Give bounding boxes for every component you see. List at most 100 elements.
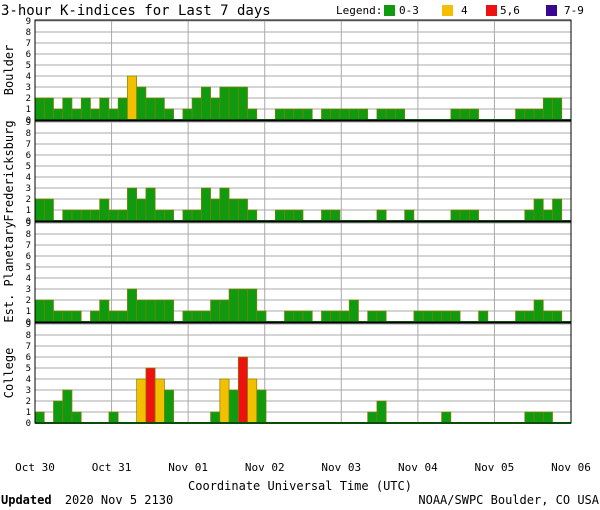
k-index-bar: [321, 108, 332, 121]
k-index-bar: [468, 209, 479, 222]
k-index-bar: [228, 288, 239, 323]
k-index-bar: [136, 299, 147, 323]
k-index-bar: [237, 86, 248, 121]
k-index-bar: [210, 97, 221, 121]
y-tick-label: 2: [26, 397, 31, 407]
k-index-bar: [524, 209, 535, 222]
y-tick-label: 4: [26, 274, 31, 284]
k-index-bar: [339, 108, 350, 121]
k-index-bar: [302, 108, 313, 121]
k-index-bar: [34, 97, 45, 121]
k-index-bar: [219, 378, 230, 424]
k-index-bar: [90, 310, 101, 323]
panel-label: Boulder: [2, 45, 16, 96]
y-tick-label: 6: [26, 353, 31, 363]
date-tick-labels: Oct 30 Oct 31 Nov 01 Nov 02 Nov 03 Nov 04 Nov …: [15, 461, 591, 474]
panel-frame: [34, 322, 572, 424]
k-index-bar: [367, 310, 378, 323]
k-index-bar: [210, 198, 221, 222]
k-index-bar: [339, 310, 350, 323]
k-index-bar: [321, 310, 332, 323]
k-index-bar: [533, 108, 544, 121]
k-index-bar: [136, 378, 147, 424]
k-index-bar: [247, 108, 258, 121]
y-tick-label: 9: [26, 17, 31, 27]
k-index-bar: [293, 310, 304, 323]
k-index-bar: [219, 86, 230, 121]
k-index-bar: [330, 209, 341, 222]
k-index-bar: [413, 310, 424, 323]
k-index-bar: [136, 86, 147, 121]
legend-entry-label: 0-3: [399, 4, 419, 17]
y-tick-label: 0: [26, 419, 31, 429]
k-index-bar: [450, 209, 461, 222]
y-tick-label: 3: [26, 184, 31, 194]
k-index-bar: [459, 209, 470, 222]
panel-label: Est. Planetary: [2, 221, 16, 322]
k-index-bar: [127, 75, 138, 121]
k-index-bar: [34, 299, 45, 323]
k-index-bar: [53, 310, 64, 323]
k-index-bar: [228, 198, 239, 222]
panel-label: College: [2, 348, 16, 399]
k-index-bar: [404, 209, 415, 222]
y-tick-label: 4: [26, 173, 31, 183]
k-index-bar: [34, 198, 45, 222]
y-tick-label: 7: [26, 342, 31, 352]
k-index-bar: [43, 299, 54, 323]
k-index-bar: [108, 411, 119, 424]
k-index-bar: [62, 310, 73, 323]
k-index-bar: [450, 310, 461, 323]
k-index-bar: [358, 108, 369, 121]
k-index-bar: [533, 411, 544, 424]
k-index-bar: [99, 97, 110, 121]
k-index-bar: [164, 209, 174, 222]
panel-frame: [34, 120, 572, 222]
k-index-bar: [533, 299, 544, 323]
y-tick-label: 9: [26, 219, 31, 229]
k-index-bar: [256, 389, 267, 424]
k-index-bar: [237, 198, 248, 222]
y-tick-label: 1: [26, 307, 31, 317]
y-tick-label: 3: [26, 83, 31, 93]
k-index-bar: [164, 108, 174, 121]
y-tick-label: 7: [26, 140, 31, 150]
k-index-bar: [468, 108, 479, 121]
k-index-bar: [154, 378, 165, 424]
y-tick-label: 6: [26, 50, 31, 60]
y-tick-label: 0: [26, 217, 31, 227]
k-index-bar: [43, 97, 54, 121]
k-index-bar: [117, 97, 128, 121]
updated-timestamp: Updated 2020 Nov 5 2130: [1, 493, 173, 507]
k-index-bar: [247, 378, 258, 424]
y-tick-label: 5: [26, 61, 31, 71]
k-index-bar: [71, 108, 82, 121]
y-tick-label: 4: [26, 72, 31, 82]
updated-label: Updated: [1, 493, 52, 507]
y-tick-label: 9: [26, 118, 31, 128]
k-index-bar: [228, 86, 239, 121]
y-tick-label: 0: [26, 318, 31, 328]
k-index-bar: [90, 108, 101, 121]
legend-swatch: [546, 5, 557, 16]
panels: 0123456789Boulder0123456789Fredericksbur…: [2, 17, 572, 429]
k-index-bar: [145, 367, 156, 424]
k-index-bar: [515, 108, 526, 121]
k-index-bar: [367, 411, 378, 424]
k-index-bar: [108, 310, 119, 323]
k-index-bar: [376, 108, 387, 121]
k-index-bar: [422, 310, 433, 323]
legend: 0-3 4 5,6 7-9: [384, 4, 584, 17]
y-tick-label: 2: [26, 94, 31, 104]
k-index-bar: [80, 97, 91, 121]
k-index-bar: [478, 310, 489, 323]
k-index-bar: [524, 108, 535, 121]
y-tick-label: 8: [26, 331, 31, 341]
k-index-bar: [34, 411, 45, 424]
k-index-bar: [164, 389, 174, 424]
k-index-bar: [108, 108, 119, 121]
k-index-bar: [542, 209, 553, 222]
k-index-bar: [200, 310, 211, 323]
